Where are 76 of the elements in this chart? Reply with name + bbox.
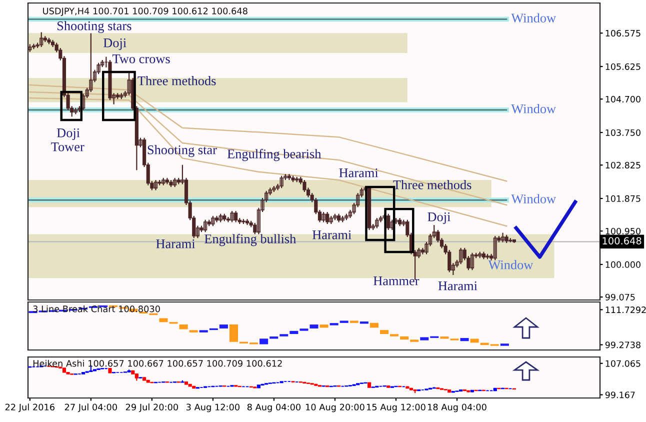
x-tick-label: 3 Aug 12:00 bbox=[186, 404, 240, 412]
annotation: Harami bbox=[438, 281, 478, 290]
bar bbox=[400, 336, 409, 340]
annotation: Shooting star bbox=[148, 145, 217, 157]
candlestick bbox=[211, 215, 215, 227]
bar bbox=[320, 324, 328, 328]
x-tick-label: 22 Jul 2016 bbox=[5, 404, 54, 412]
y-tick-label: 111.7292 bbox=[606, 306, 646, 314]
x-tick-label: 29 Jul 20:00 bbox=[126, 404, 178, 412]
line-series bbox=[29, 91, 508, 206]
line-series bbox=[29, 97, 508, 227]
annotation: Shooting stars bbox=[57, 21, 132, 33]
bar bbox=[460, 338, 469, 342]
bar bbox=[470, 338, 479, 343]
bar bbox=[370, 322, 378, 328]
annotation: Engulfing bullish bbox=[204, 234, 296, 246]
y-tick-label: 99.2738 bbox=[605, 342, 640, 348]
ref-line-label: Window bbox=[511, 13, 556, 23]
x-tick-label: 18 Aug 04:00 bbox=[428, 404, 486, 412]
y-tick-label: 99.167 bbox=[605, 392, 635, 398]
y-tick-label: 100.950 bbox=[606, 228, 640, 234]
candlestick bbox=[470, 252, 474, 271]
annotation: Harami bbox=[312, 230, 352, 240]
y-tick-label: 100.000 bbox=[606, 261, 640, 268]
ref-line-label: Window bbox=[511, 194, 556, 204]
y-tick-label: 107.065 bbox=[606, 360, 640, 367]
annotation: Three methods bbox=[138, 76, 216, 86]
bar bbox=[310, 324, 318, 328]
x-tick-label: 15 Aug 12:00 bbox=[366, 404, 426, 412]
candlestick bbox=[322, 211, 326, 223]
bar bbox=[179, 324, 188, 330]
annotation: Window bbox=[488, 260, 534, 270]
y-tick-label: 104.700 bbox=[606, 96, 640, 103]
annotation: Doji bbox=[104, 38, 126, 50]
x-tick-label: 8 Aug 04:00 bbox=[247, 404, 301, 412]
candlestick bbox=[204, 219, 208, 233]
annotation: Harami bbox=[156, 239, 196, 248]
ref-line-label: Window bbox=[511, 104, 556, 114]
candlestick bbox=[230, 210, 234, 223]
annotation: Tower bbox=[51, 142, 84, 152]
candlestick bbox=[302, 179, 306, 193]
candlestick bbox=[375, 217, 379, 229]
chart-title: USDJPY,H4 100.701 100.709 100.612 100.648 bbox=[43, 8, 248, 16]
y-tick-label: 106.575 bbox=[606, 30, 640, 37]
annotation: Harami bbox=[339, 168, 378, 178]
bar bbox=[290, 330, 298, 334]
x-tick-label: 27 Jul 04:00 bbox=[64, 404, 117, 412]
annotation: Doji bbox=[428, 212, 450, 224]
bar bbox=[159, 318, 168, 322]
chart-title: Heiken Ashi 100.657 100.667 100.657 100.709 100.612 bbox=[33, 360, 282, 367]
candlestick bbox=[234, 210, 238, 223]
annotation: Doji bbox=[56, 128, 80, 140]
candlestick bbox=[386, 213, 390, 231]
bar bbox=[219, 324, 228, 328]
candlestick bbox=[40, 32, 44, 48]
ref-line-label: 100.648 bbox=[602, 237, 642, 244]
y-tick-label: 103.750 bbox=[606, 129, 640, 136]
bar bbox=[380, 330, 389, 334]
y-tick-label: 102.825 bbox=[606, 162, 640, 168]
y-tick-label: 105.625 bbox=[606, 63, 640, 70]
candlestick bbox=[326, 211, 330, 225]
annotation: Two crows bbox=[112, 54, 170, 64]
candlestick bbox=[173, 177, 177, 188]
candlestick bbox=[154, 179, 158, 191]
annotation: Three methods bbox=[393, 180, 472, 190]
candlestick bbox=[459, 247, 463, 265]
candlestick bbox=[493, 235, 497, 261]
x-tick-label: 10 Aug 20:00 bbox=[306, 404, 364, 412]
candlestick bbox=[280, 175, 284, 189]
annotation: Engulfing bearish bbox=[227, 148, 322, 162]
y-tick-label: 101.875 bbox=[606, 195, 640, 202]
candlestick bbox=[500, 232, 505, 243]
bar bbox=[260, 338, 268, 344]
y-tick-label: 99.075 bbox=[605, 294, 635, 300]
bar bbox=[229, 324, 238, 342]
annotation: Hammer bbox=[373, 276, 420, 286]
